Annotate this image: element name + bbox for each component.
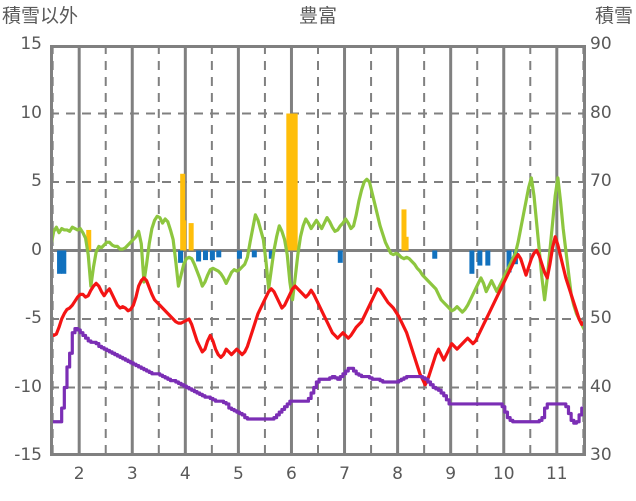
bar xyxy=(61,250,67,274)
right-axis-tick-label: 40 xyxy=(590,376,612,397)
page-title: 豊富 xyxy=(298,5,337,27)
plot-frame xyxy=(50,45,586,456)
bar xyxy=(477,250,483,266)
x-axis-tick-label: 2 xyxy=(73,464,85,484)
chart-canvas xyxy=(50,45,586,456)
x-axis-tick-label: 3 xyxy=(126,464,138,484)
x-axis-tick-label: 9 xyxy=(445,464,457,484)
red-line xyxy=(50,235,586,387)
bar xyxy=(196,250,202,262)
right-axis-title: 積雪 xyxy=(594,5,633,27)
plot-area xyxy=(50,45,586,456)
left-axis-tick-label: 15 xyxy=(20,34,42,54)
x-axis-tick-label: 10 xyxy=(492,464,515,484)
x-axis-tick-label: 5 xyxy=(232,464,244,484)
bar xyxy=(432,250,438,259)
right-axis-tick-label: 50 xyxy=(590,308,612,328)
right-axis-tick-label: 80 xyxy=(590,102,612,123)
left-axis-tick-label: 0 xyxy=(31,239,42,260)
left-axis-tick-label: -15 xyxy=(14,445,42,465)
x-axis-tick-label: 8 xyxy=(392,464,403,484)
bar xyxy=(181,220,187,251)
blue-bars xyxy=(57,250,518,274)
left-axis-title: 積雪以外 xyxy=(2,5,79,27)
bar xyxy=(202,250,208,261)
right-axis-tick-label: 30 xyxy=(590,445,612,465)
bar xyxy=(469,250,475,274)
bar xyxy=(188,223,194,251)
x-axis-tick-label: 11 xyxy=(545,464,568,484)
x-axis-tick-label: 4 xyxy=(179,464,191,484)
left-axis-tick-label: -10 xyxy=(14,376,42,397)
bar xyxy=(57,250,63,274)
bar xyxy=(216,250,222,258)
x-axis-tick-label: 6 xyxy=(286,464,297,484)
bar xyxy=(178,250,184,263)
orange-bars xyxy=(86,113,409,251)
bar xyxy=(268,250,274,259)
bar xyxy=(209,250,215,261)
x-axis-tick-label: 7 xyxy=(339,464,350,484)
right-axis-tick-label: 60 xyxy=(590,239,612,260)
purple-step-line xyxy=(50,326,586,425)
right-axis-tick-label: 90 xyxy=(590,34,612,54)
bar xyxy=(180,173,186,251)
bar xyxy=(251,250,257,258)
bar xyxy=(236,250,242,259)
green-line xyxy=(50,176,586,332)
bar xyxy=(403,236,409,251)
bar xyxy=(485,250,491,266)
bar xyxy=(506,250,512,273)
left-axis-tick-label: 10 xyxy=(20,102,42,123)
left-axis-tick-label: 5 xyxy=(31,171,42,191)
bar xyxy=(292,113,298,251)
right-axis-tick-label: 70 xyxy=(590,171,612,191)
left-axis-tick-label: -5 xyxy=(25,308,42,328)
bar xyxy=(401,209,407,251)
bar xyxy=(337,250,343,263)
bar xyxy=(86,229,92,251)
